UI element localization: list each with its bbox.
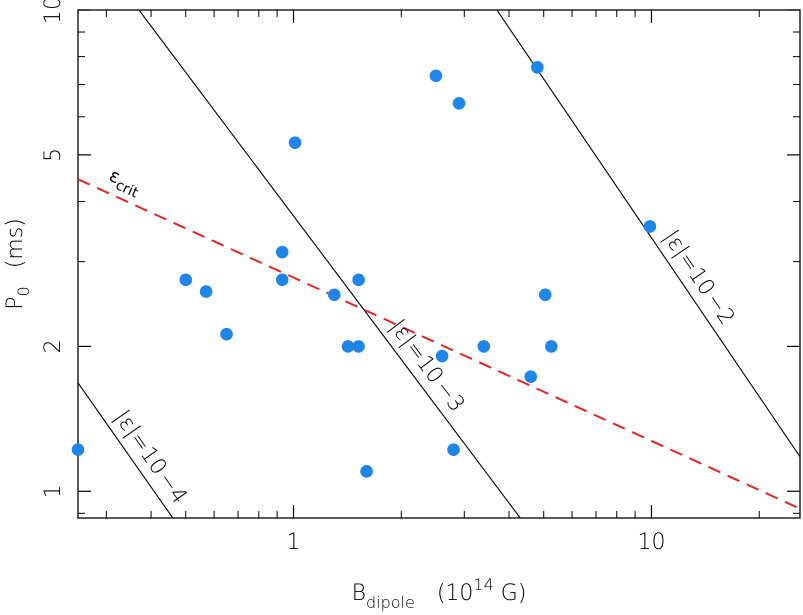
contour-line-2	[496, 10, 800, 457]
data-point-1	[179, 273, 193, 287]
data-point-9	[352, 340, 365, 353]
x-axis-label-unit-suffix: G)	[494, 581, 527, 606]
critical-dashed-line	[78, 178, 800, 510]
y-axis-label-unit: (ms)	[3, 218, 28, 268]
critical-line	[78, 178, 800, 510]
x-axis-label: Bdipole (1014 G)	[352, 575, 527, 612]
data-point-7	[327, 288, 341, 302]
y-tick-label-0: 1	[41, 484, 66, 498]
tick-labels: 1 10 1 2 5 10	[41, 0, 665, 555]
data-points	[71, 61, 657, 478]
x-axis-label-main: B	[352, 581, 366, 606]
data-point-20	[544, 340, 558, 353]
y-tick-label-3: 10	[41, 0, 66, 24]
plot-frame	[77, 9, 801, 519]
data-point-21	[643, 220, 657, 233]
data-point-18	[531, 61, 544, 74]
data-point-11	[360, 465, 373, 478]
y-axis-label-sub: 0	[14, 286, 33, 296]
x-tick-label-1: 10	[637, 530, 665, 555]
data-point-0	[71, 443, 85, 457]
y-tick-label-1: 2	[41, 339, 66, 353]
critical-line-label: εcrit	[104, 165, 144, 201]
x-axis-label-sub: dipole	[366, 593, 415, 612]
x-axis-label-unit-prefix: (10	[437, 581, 474, 606]
y-tick-label-2: 5	[41, 148, 66, 162]
data-point-3	[220, 327, 233, 341]
data-point-2	[199, 285, 213, 298]
data-point-19	[538, 288, 552, 302]
data-point-15	[452, 96, 466, 110]
contour-label-0: |ε|=10−4	[109, 406, 192, 509]
data-point-14	[447, 443, 460, 457]
annotations: |ε|=10−4 |ε|=10−3 |ε|=10−2 εcrit	[104, 165, 740, 509]
data-point-8	[341, 340, 355, 353]
x-axis-label-unit-exp: 14	[473, 575, 493, 594]
x-tick-label-0: 1	[287, 530, 301, 555]
epsilon-contours	[78, 10, 800, 518]
contour-label-2: |ε|=10−2	[658, 226, 740, 330]
contour-line-1	[138, 10, 521, 518]
contour-line-0	[78, 382, 174, 518]
data-point-5	[275, 273, 289, 287]
data-point-12	[429, 69, 443, 83]
data-point-4	[275, 245, 289, 259]
data-point-17	[524, 370, 538, 384]
data-point-10	[352, 273, 365, 287]
data-point-16	[477, 340, 491, 353]
contour-label-1: |ε|=10−3	[384, 315, 469, 417]
data-point-13	[435, 349, 449, 363]
tick-marks	[78, 9, 800, 518]
y-axis-label: P0 (ms)	[3, 218, 33, 310]
data-point-6	[288, 136, 302, 150]
y-axis-label-main: P	[3, 296, 28, 309]
